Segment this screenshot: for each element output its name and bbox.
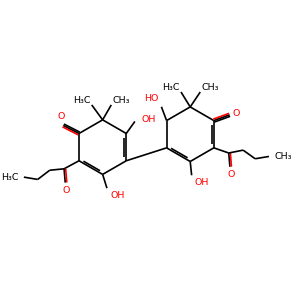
Text: CH₃: CH₃ bbox=[113, 96, 130, 105]
Text: CH₃: CH₃ bbox=[202, 83, 219, 92]
Text: O: O bbox=[63, 186, 70, 195]
Text: OH: OH bbox=[141, 116, 156, 124]
Text: H₃C: H₃C bbox=[73, 96, 90, 105]
Text: OH: OH bbox=[110, 191, 125, 200]
Text: O: O bbox=[232, 109, 240, 118]
Text: O: O bbox=[57, 112, 64, 122]
Text: H₃C: H₃C bbox=[162, 83, 180, 92]
Text: O: O bbox=[227, 170, 235, 179]
Text: OH: OH bbox=[194, 178, 209, 187]
Text: CH₃: CH₃ bbox=[275, 152, 292, 161]
Text: HO: HO bbox=[144, 94, 158, 103]
Text: H₃C: H₃C bbox=[1, 172, 19, 182]
